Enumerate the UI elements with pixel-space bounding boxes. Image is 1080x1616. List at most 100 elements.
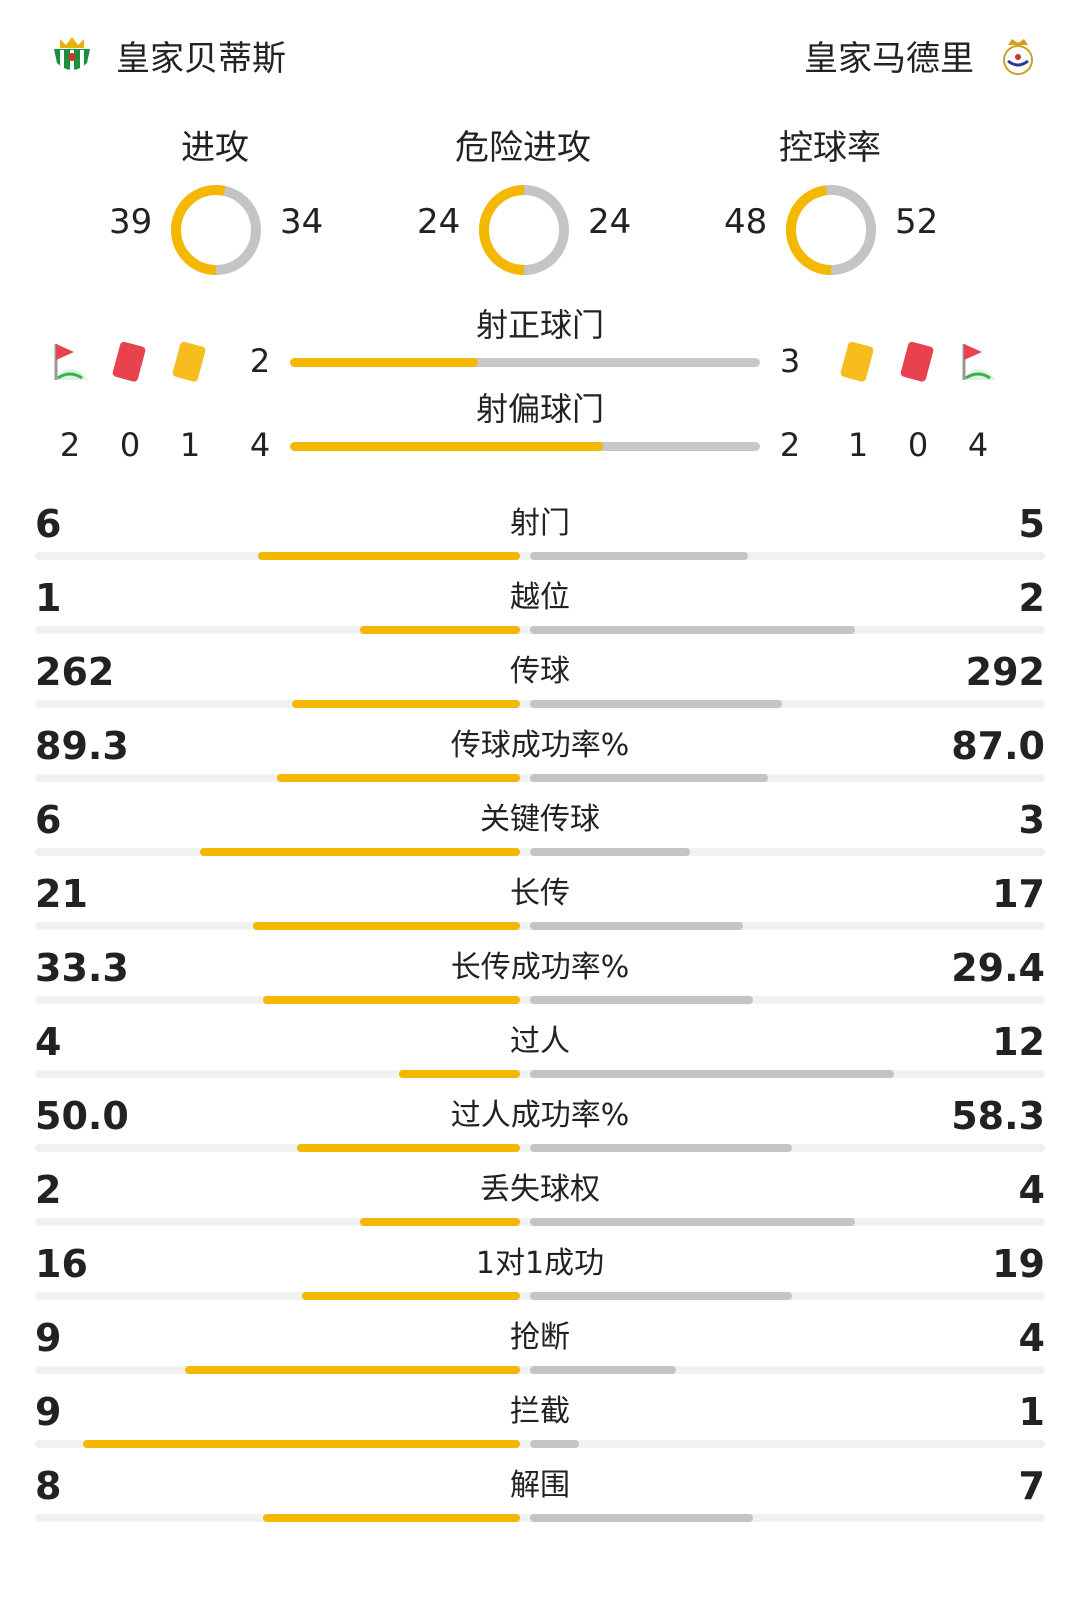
corner-flag-icon (962, 344, 996, 380)
stat-away-value: 2 (1018, 576, 1045, 620)
stat-row: 6 关键传球 3 (35, 790, 1045, 864)
stat-home-value: 16 (35, 1242, 88, 1286)
stat-home-bar (185, 1366, 520, 1374)
red-card-icon (112, 341, 146, 382)
stat-home-value: 21 (35, 872, 88, 916)
stat-row: 89.3 传球成功率% 87.0 (35, 716, 1045, 790)
away-shots-on-target: 3 (779, 342, 801, 380)
yellow-card-icon (840, 341, 874, 382)
stat-home-bar (258, 552, 520, 560)
stat-home-value: 8 (35, 1464, 62, 1508)
stat-row: 33.3 长传成功率% 29.4 (35, 938, 1045, 1012)
stat-home-bar (399, 1070, 520, 1078)
home-corners-count: 2 (59, 426, 81, 464)
donut-home-value: 39 (109, 202, 153, 242)
away-team-name: 皇家马德里 (804, 38, 974, 79)
shots-on-target-title: 射正球门 (475, 306, 604, 344)
stat-home-bar (302, 1292, 520, 1300)
donut-title: 控球率 (779, 128, 881, 168)
donut-away-value: 24 (588, 202, 632, 242)
stat-away-value: 4 (1018, 1168, 1045, 1212)
stat-away-value: 1 (1018, 1390, 1045, 1434)
stat-label: 抢断 (510, 1320, 570, 1355)
stat-label: 关键传球 (480, 802, 600, 837)
stat-row: 262 传球 292 (35, 642, 1045, 716)
stat-away-bar (530, 1366, 676, 1374)
home-red-cards-count: 0 (119, 426, 141, 464)
stat-away-value: 29.4 (951, 946, 1045, 990)
stat-away-value: 292 (965, 650, 1045, 694)
donut-title: 危险进攻 (455, 128, 591, 168)
away-team-header[interactable]: 皇家马德里 (804, 30, 1040, 80)
stat-away-bar (530, 626, 855, 634)
real-madrid-crest-icon (1003, 39, 1033, 75)
stat-home-value: 50.0 (35, 1094, 129, 1138)
donut-home-value: 48 (724, 202, 768, 242)
stat-home-bar (277, 774, 520, 782)
stat-away-value: 5 (1018, 502, 1045, 546)
home-shots-off-target: 4 (249, 426, 271, 464)
stat-away-bar (530, 774, 768, 782)
real-betis-crest-icon (54, 37, 90, 72)
stat-row: 8 解围 7 (35, 1456, 1045, 1530)
stat-home-value: 262 (35, 650, 115, 694)
stat-label: 解围 (510, 1468, 570, 1503)
away-shots-off-target: 2 (779, 426, 801, 464)
stat-label: 射门 (510, 506, 570, 541)
home-shots-on-target: 2 (249, 342, 271, 380)
stat-label: 长传 (510, 876, 570, 911)
stat-away-value: 17 (992, 872, 1045, 916)
donut-home-arc (171, 185, 261, 275)
stat-label: 拦截 (510, 1394, 570, 1429)
home-team-name: 皇家贝蒂斯 (116, 38, 286, 79)
shots-off-target-title: 射偏球门 (475, 390, 604, 428)
stat-home-value: 6 (35, 502, 62, 546)
stat-label: 过人成功率% (450, 1098, 630, 1133)
stat-away-bar (530, 1218, 855, 1226)
stat-home-bar (263, 996, 520, 1004)
donut-stat: 控球率 48 52 (680, 120, 980, 290)
stat-home-bar (297, 1144, 520, 1152)
stat-row: 16 1对1成功 19 (35, 1234, 1045, 1308)
stat-away-value: 12 (992, 1020, 1045, 1064)
stat-home-value: 89.3 (35, 724, 129, 768)
stat-away-bar (530, 1514, 753, 1522)
stat-label: 长传成功率% (450, 950, 630, 985)
stat-label: 丢失球权 (480, 1172, 600, 1207)
donut-stat: 危险进攻 24 24 (373, 120, 673, 290)
stat-away-value: 19 (992, 1242, 1045, 1286)
stat-away-bar (530, 922, 743, 930)
stat-away-bar (530, 1292, 792, 1300)
stat-label: 过人 (510, 1024, 570, 1059)
yellow-card-icon (172, 341, 206, 382)
stat-home-value: 9 (35, 1316, 62, 1360)
stat-away-bar (530, 996, 753, 1004)
stat-away-value: 7 (1018, 1464, 1045, 1508)
stat-home-bar (200, 848, 520, 856)
donut-chart (786, 185, 876, 275)
corner-flag-icon (54, 344, 88, 380)
stat-row: 2 丢失球权 4 (35, 1160, 1045, 1234)
stat-home-value: 4 (35, 1020, 62, 1064)
donut-away-value: 52 (895, 202, 939, 242)
stat-away-bar (530, 1144, 792, 1152)
stat-away-bar (530, 552, 748, 560)
stat-home-bar (263, 1514, 520, 1522)
stat-row: 4 过人 12 (35, 1012, 1045, 1086)
stat-row: 50.0 过人成功率% 58.3 (35, 1086, 1045, 1160)
stat-away-value: 3 (1018, 798, 1045, 842)
stat-home-value: 33.3 (35, 946, 129, 990)
stat-home-bar (253, 922, 520, 930)
donut-stat: 进攻 39 34 (65, 120, 365, 290)
stat-home-value: 6 (35, 798, 62, 842)
home-yellow-cards-count: 1 (179, 426, 201, 464)
donut-away-value: 34 (280, 202, 324, 242)
stat-label: 传球成功率% (450, 728, 630, 763)
stat-away-value: 87.0 (951, 724, 1045, 768)
stat-row: 9 抢断 4 (35, 1308, 1045, 1382)
stat-label: 越位 (510, 580, 570, 615)
stat-row: 6 射门 5 (35, 494, 1045, 568)
donut-title: 进攻 (181, 128, 249, 168)
home-team-header[interactable]: 皇家贝蒂斯 (50, 30, 286, 80)
stat-away-value: 58.3 (951, 1094, 1045, 1138)
